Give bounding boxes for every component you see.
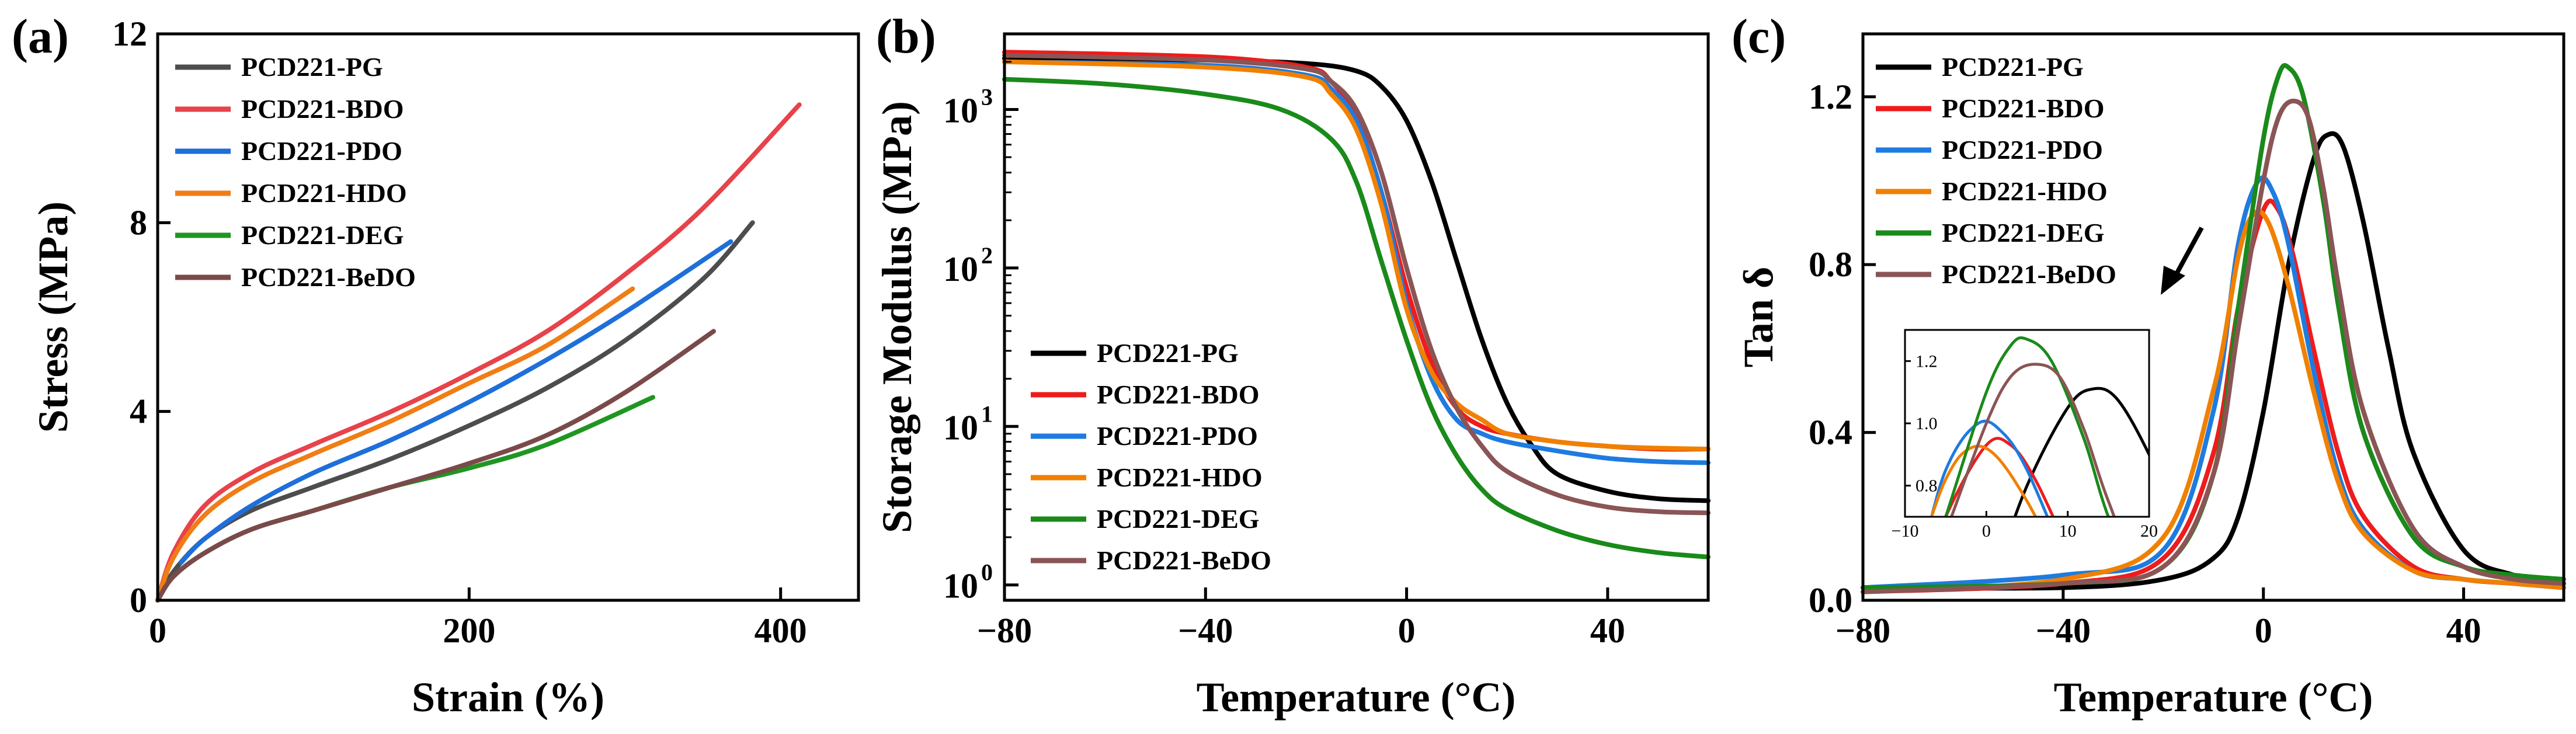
panel-b-y-axis-title: Storage Modulus (MPa) [874,101,920,533]
c-x-tick-label: 0 [2255,611,2272,650]
b-y-tick-exponent: 2 [981,242,993,269]
panel-b-series-pcd221-deg [1002,76,1711,559]
panel-b-series-pcd221-bedo [1002,53,1711,516]
b-y-tick-label: 10 [943,91,978,130]
c-y-tick-label: 0.8 [1809,245,1852,284]
panel-a-series-pcd221-bdo [155,102,802,603]
a-y-tick-label: 8 [130,203,147,242]
panel-a-legend-label: PCD221-BeDO [241,262,416,292]
panel-a-frame [156,32,860,602]
c-x-tick-label: −40 [2036,611,2091,650]
panel-c-legend-label: PCD221-HDO [1942,176,2108,206]
panel-a: (a) 0 200 400 0 4 8 12 Strain (%) Stress (MPa… [12,9,860,721]
b-y-tick-label: 10 [943,408,978,447]
inset-y-tick-label: 0.8 [1916,476,1938,496]
inset-arrow [2161,227,2204,295]
b-y-tick-exponent: 3 [981,84,993,110]
inset-series-pcd221-pg [2013,387,2149,517]
inset-chart: −10 0 10 20 0.8 1.0 1.2 [1892,329,2158,541]
inset-series-pcd221-pdo [1930,419,2049,517]
panel-a-series-pcd221-hdo [155,286,635,603]
panel-c-frame [1861,32,2565,602]
panel-b-legend-label: PCD221-PG [1097,338,1239,368]
c-y-tick-label: 0.4 [1809,413,1852,452]
inset-x-tick-label: 20 [2140,521,2158,541]
panel-a-legend-label: PCD221-DEG [241,220,404,250]
panel-b-legend-label: PCD221-BeDO [1097,545,1271,575]
c-y-tick-label: 0.0 [1809,581,1852,620]
panel-c-legend-label: PCD221-DEG [1942,218,2105,248]
a-y-tick-label: 12 [112,15,147,53]
panel-a-legend-label: PCD221-PDO [241,136,402,166]
inset-series-pcd221-deg [1944,336,2110,517]
inset-x-tick-label: −10 [1892,521,1919,541]
c-x-tick-label: 40 [2446,611,2481,650]
b-y-tick-exponent: 1 [981,401,993,427]
panel-c-label: (c) [1732,9,1786,64]
panel-a-x-axis-title: Strain (%) [412,674,604,721]
a-y-tick-label: 0 [130,581,147,620]
inset-series-pcd221-hdo [1930,444,2038,517]
inset-y-tick-label: 1.0 [1916,414,1938,433]
panel-a-legend-label: PCD221-PG [241,52,383,82]
b-x-tick-label: 0 [1398,611,1416,650]
panel-a-legend-label: PCD221-HDO [241,178,407,208]
panel-c-legend-label: PCD221-BDO [1942,93,2105,123]
panel-b-legend-label: PCD221-HDO [1097,462,1263,492]
a-x-tick-label: 0 [149,611,166,650]
panel-a-series-pcd221-bedo [155,329,716,603]
inset-x-tick-label: 0 [1982,521,1991,541]
b-y-tick-label: 10 [943,250,978,288]
panel-c-series-pcd221-hdo [1861,208,2566,594]
c-y-tick-label: 1.2 [1809,78,1852,116]
panel-b-legend-label: PCD221-DEG [1097,504,1260,534]
b-x-tick-label: 40 [1590,611,1625,650]
panel-b-legend-label: PCD221-PDO [1097,421,1258,451]
panel-b-frame [1003,32,1710,602]
panel-c-y-axis-title: Tan δ [1735,267,1782,368]
b-y-tick-label: 10 [943,567,978,606]
a-y-tick-label: 4 [130,392,147,431]
panel-a-y-axis-title: Stress (MPa) [30,201,77,433]
panel-c-legend-label: PCD221-BeDO [1942,259,2116,289]
panel-a-label: (a) [12,9,69,64]
panel-c-series-pcd221-bedo [1861,99,2566,594]
panel-c-series-pcd221-pg [1861,131,2566,591]
panel-b-x-axis-title: Temperature (°C) [1197,674,1516,721]
inset-series-pcd221-bedo [1949,363,2116,517]
panel-b-legend-label: PCD221-BDO [1097,380,1260,409]
b-x-tick-label: −80 [977,611,1032,650]
a-x-tick-label: 400 [755,611,807,650]
panel-c-legend-label: PCD221-PDO [1942,135,2103,165]
panel-c: (c) −80 −40 0 40 0.0 0.4 0.8 1.2 Temperature (… [1732,9,2566,721]
panel-c-x-axis-title: Temperature (°C) [2054,674,2373,721]
b-y-tick-exponent: 0 [981,559,993,586]
b-x-tick-label: −40 [1178,611,1233,650]
a-x-tick-label: 200 [443,611,495,650]
inset-x-tick-label: 10 [2059,521,2077,541]
c-x-tick-label: −80 [1835,611,1890,650]
panel-a-legend-label: PCD221-BDO [241,94,404,124]
panel-b-series-pcd221-hdo [1002,59,1711,451]
panel-b-label: (b) [876,9,936,64]
panel-a-series-pcd221-pdo [179,239,733,565]
panel-c-legend-label: PCD221-PG [1942,52,2084,82]
inset-y-tick-label: 1.2 [1916,352,1938,371]
